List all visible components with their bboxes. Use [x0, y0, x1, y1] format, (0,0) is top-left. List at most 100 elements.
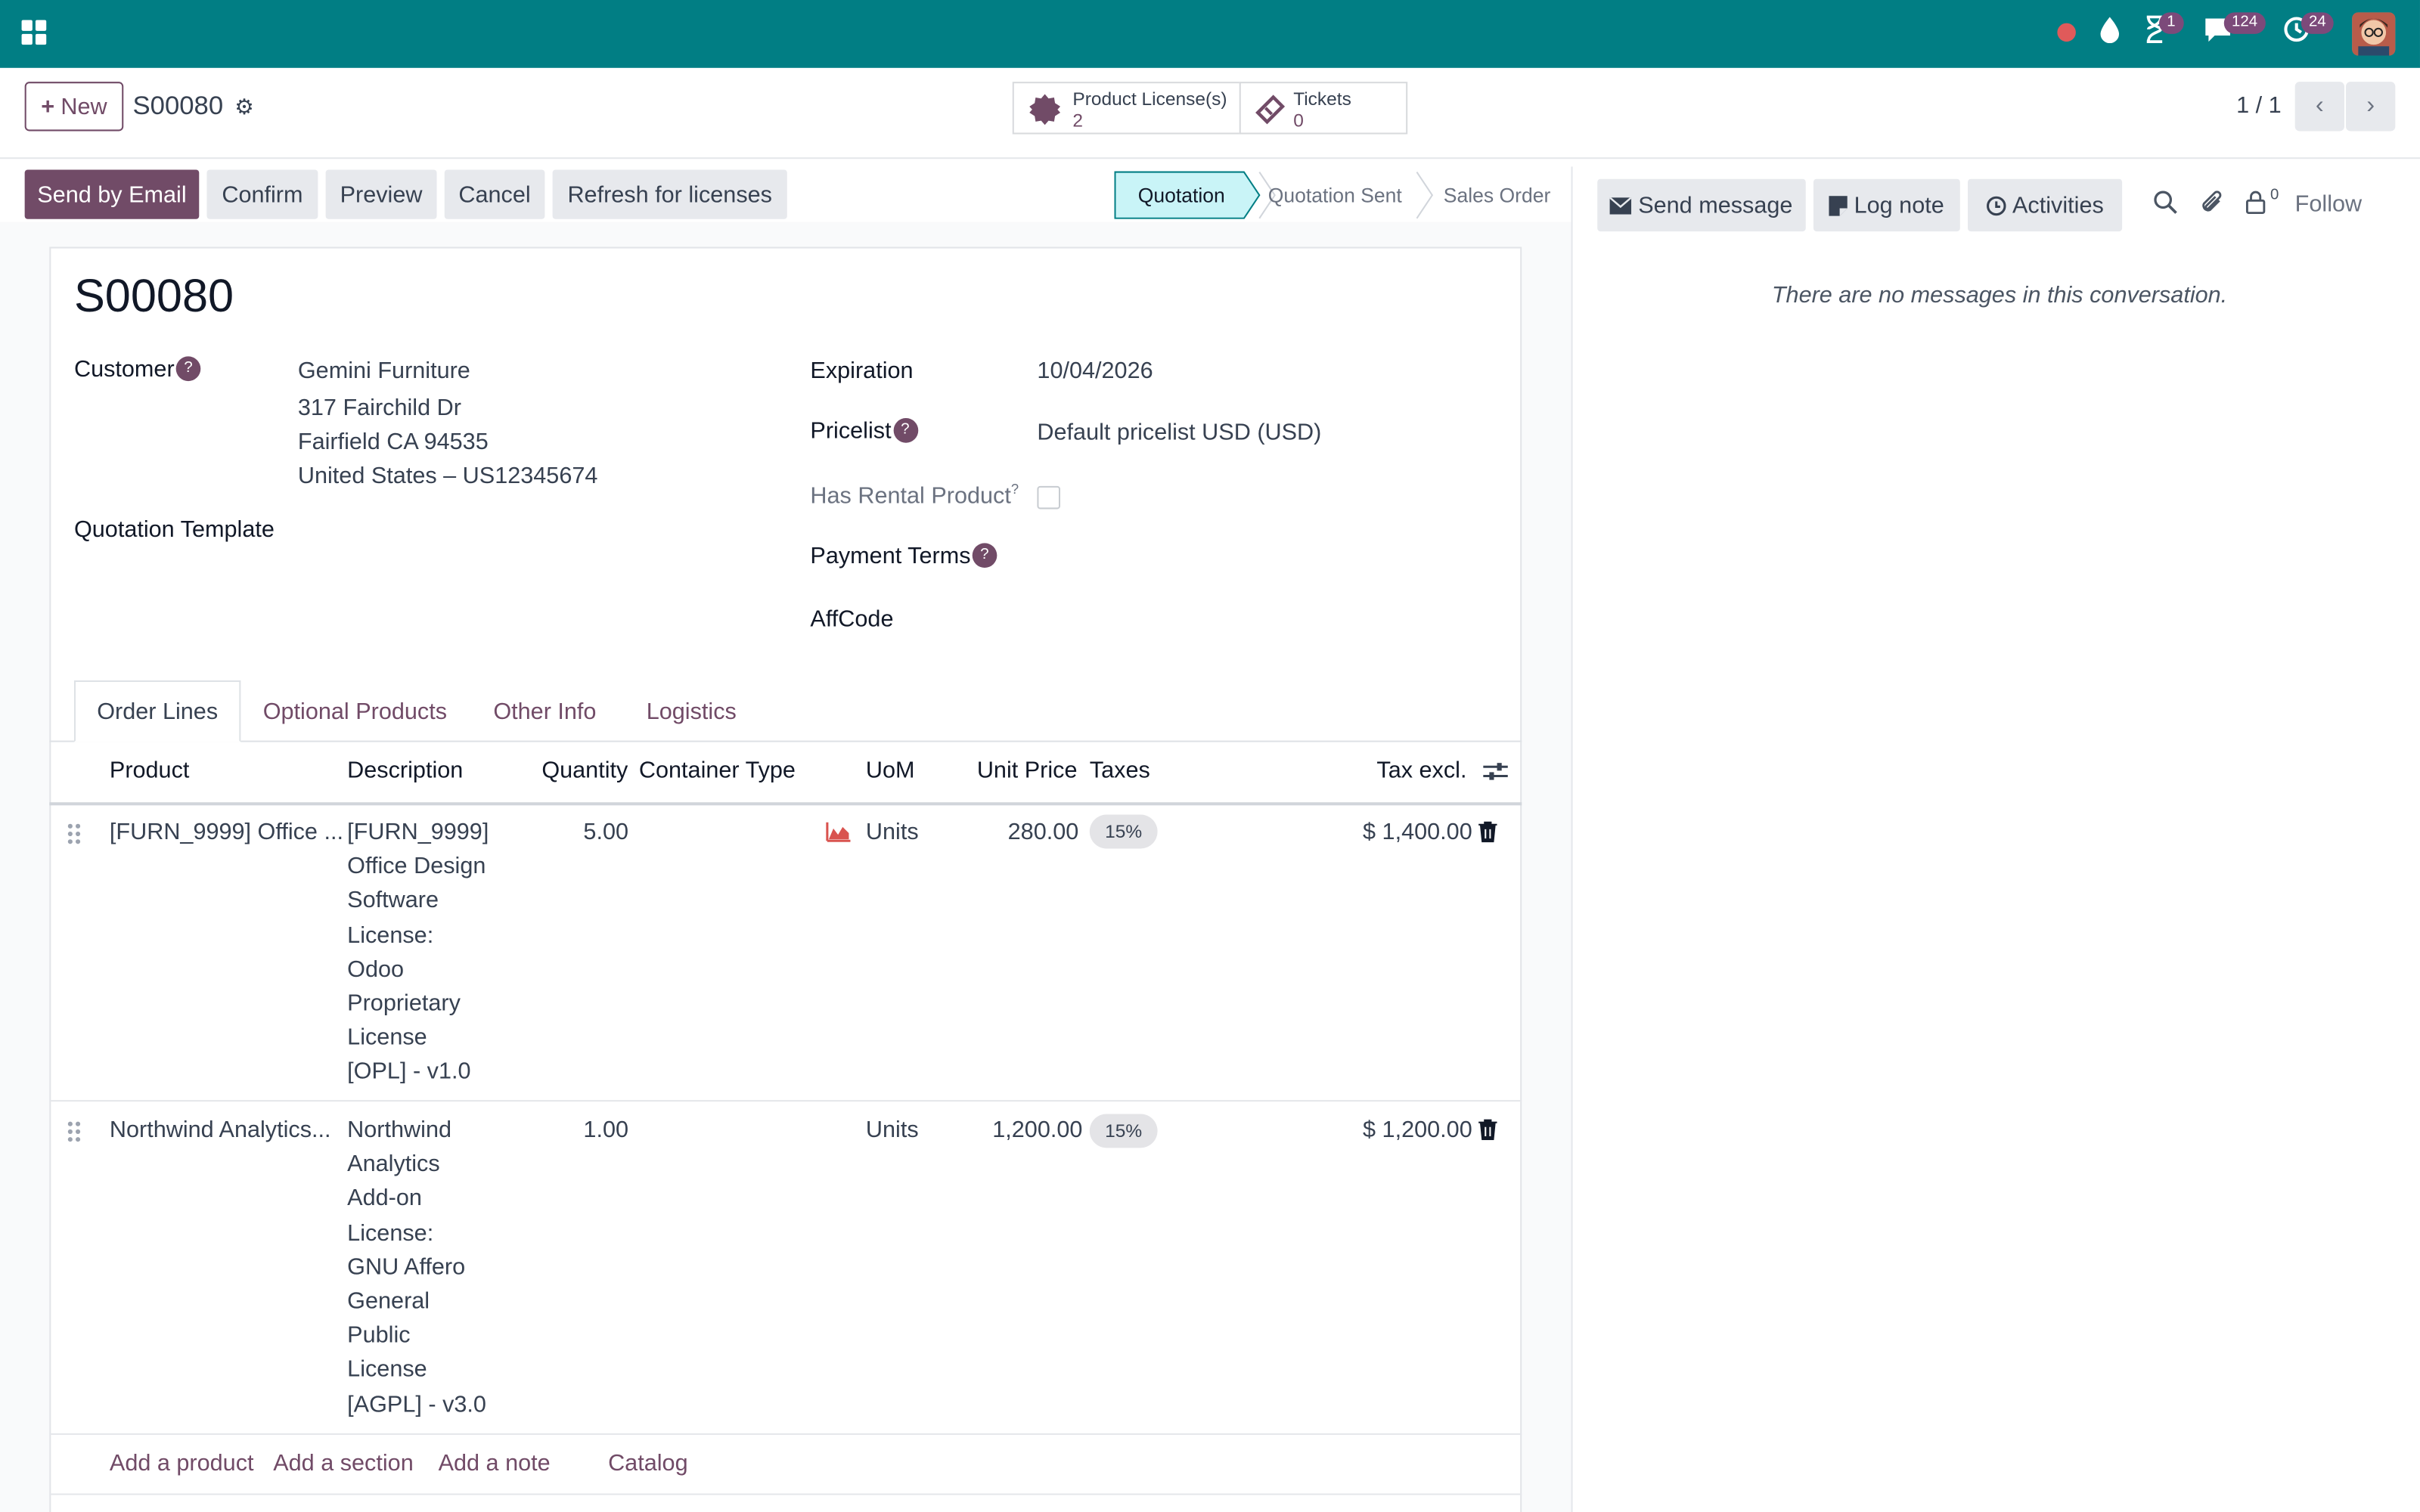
line-product[interactable]: Northwind Analytics... [109, 1117, 331, 1144]
description-line: [FURN_9999] [347, 819, 489, 846]
send-message-button[interactable]: Send message [1597, 178, 1806, 232]
drag-handle-icon[interactable] [67, 1121, 83, 1144]
gear-icon[interactable]: ⚙ [234, 94, 254, 119]
confirm-button[interactable]: Confirm [206, 169, 318, 219]
help-mark[interactable]: ? [1010, 481, 1019, 497]
description-line: Analytics [347, 1151, 440, 1178]
activities-button[interactable]: Activities [1968, 178, 2123, 232]
stage-quotation[interactable]: Quotation [1137, 182, 1225, 206]
new-button-label: New [60, 93, 107, 120]
pager-next-button[interactable]: › [2346, 82, 2396, 132]
smart-button-licenses-label: Product License(s) [1072, 88, 1227, 110]
line-subtotal: $ 1,400.00 [1363, 819, 1472, 846]
activities-label: Activities [2012, 192, 2104, 218]
paperclip-icon[interactable] [2201, 190, 2226, 222]
pricelist-field[interactable]: Default pricelist USD (USD) [1037, 420, 1322, 446]
trash-icon[interactable] [1478, 821, 1497, 847]
row-divider [49, 1493, 1522, 1495]
optional-columns-icon[interactable] [1483, 761, 1508, 787]
line-uom[interactable]: Units [865, 1117, 919, 1144]
order-title: S00080 [73, 271, 234, 323]
form-sheet [49, 246, 1522, 1512]
follow-button[interactable]: Follow [2294, 191, 2363, 218]
customer-label: Customer? [74, 356, 201, 383]
description-line: License [347, 1024, 427, 1052]
help-icon[interactable]: ? [972, 543, 997, 569]
line-description[interactable]: Northwind Analytics Add-on License: GNU … [347, 1114, 501, 1422]
has-rental-checkbox[interactable] [1037, 485, 1061, 510]
line-description[interactable]: [FURN_9999] Office Design Software Licen… [347, 816, 501, 1090]
chatter-divider [1571, 166, 1573, 1512]
pager-value[interactable]: 1 / 1 [2236, 92, 2282, 119]
drag-handle-icon[interactable] [67, 823, 83, 846]
description-line: Proprietary [347, 990, 461, 1017]
column-description[interactable]: Description [347, 758, 464, 784]
add-product-link[interactable]: Add a product [109, 1450, 254, 1477]
smart-button-tickets[interactable]: Tickets 0 [1239, 82, 1408, 135]
line-product[interactable]: [FURN_9999] Office ... [109, 819, 343, 846]
chat-icon[interactable]: 124 [2202, 12, 2266, 52]
column-uom[interactable]: UoM [865, 758, 915, 784]
control-panel-divider [0, 157, 2420, 160]
tab-optional-products[interactable]: Optional Products [262, 698, 448, 725]
tax-badge[interactable]: 15% [1089, 1114, 1158, 1148]
messages-badge: 124 [2223, 12, 2266, 34]
log-note-button[interactable]: Log note [1813, 178, 1960, 232]
description-line: Software [347, 888, 439, 914]
new-button[interactable]: + New [24, 82, 124, 132]
line-uom[interactable]: Units [865, 819, 919, 846]
drop-icon[interactable] [2099, 15, 2121, 52]
description-line: License: [347, 922, 434, 949]
customer-city: Fairfield CA 94535 [297, 429, 489, 456]
tax-badge[interactable]: 15% [1089, 814, 1158, 849]
description-line: License [347, 1356, 427, 1383]
add-section-link[interactable]: Add a section [273, 1450, 414, 1477]
activity-clock-icon[interactable]: 24 [2282, 12, 2334, 52]
hourglass-icon[interactable]: 1 [2144, 12, 2183, 52]
smart-button-tickets-label: Tickets [1293, 88, 1351, 110]
rental-label: Has Rental Product? [810, 482, 1019, 510]
stage-sales-order[interactable]: Sales Order [1443, 182, 1551, 206]
line-unit-price[interactable]: 280.00 [1007, 819, 1079, 846]
catalog-link[interactable]: Catalog [608, 1450, 688, 1477]
column-container-type[interactable]: Container Type [638, 758, 796, 784]
recording-dot-icon[interactable] [2057, 23, 2076, 42]
help-icon[interactable]: ? [175, 356, 201, 382]
customer-street: 317 Fairchild Dr [297, 395, 461, 422]
tab-order-lines[interactable]: Order Lines [73, 680, 241, 742]
line-unit-price[interactable]: 1,200.00 [992, 1117, 1083, 1144]
help-icon[interactable]: ? [892, 418, 918, 443]
lock-followers-icon[interactable] [2245, 190, 2266, 221]
column-unit-price[interactable]: Unit Price [976, 758, 1078, 784]
tab-other-info[interactable]: Other Info [493, 698, 597, 725]
add-note-link[interactable]: Add a note [438, 1450, 551, 1477]
line-quantity[interactable]: 1.00 [583, 1117, 629, 1144]
apps-menu-icon[interactable] [21, 20, 47, 45]
column-tax-excl[interactable]: Tax excl. [1376, 758, 1467, 784]
column-taxes[interactable]: Taxes [1089, 758, 1150, 784]
clock-badge: 24 [2301, 12, 2334, 34]
column-product[interactable]: Product [109, 758, 190, 784]
clock-icon [1986, 195, 2006, 215]
pricelist-label: Pricelist? [810, 418, 918, 445]
quotation-template-label: Quotation Template [73, 516, 275, 544]
cancel-button[interactable]: Cancel [444, 169, 545, 219]
customer-country: United States – US12345674 [297, 463, 598, 489]
trash-icon[interactable] [1478, 1119, 1497, 1145]
preview-button[interactable]: Preview [325, 169, 437, 219]
pager-previous-button[interactable]: ‹ [2294, 82, 2344, 132]
column-quantity[interactable]: Quantity [541, 758, 628, 784]
forecast-chart-icon[interactable] [826, 821, 852, 847]
tab-logistics[interactable]: Logistics [646, 698, 737, 725]
send-by-email-button[interactable]: Send by Email [24, 169, 200, 219]
customer-name[interactable]: Gemini Furniture [297, 358, 470, 385]
stage-quotation-sent[interactable]: Quotation Sent [1267, 182, 1402, 206]
smart-button-licenses[interactable]: Product License(s) 2 [1012, 82, 1241, 135]
line-quantity[interactable]: 5.00 [583, 819, 629, 846]
smart-button-licenses-value: 2 [1072, 109, 1084, 132]
search-icon[interactable] [2153, 190, 2178, 221]
user-avatar[interactable] [2352, 12, 2396, 56]
refresh-licenses-button[interactable]: Refresh for licenses [552, 169, 787, 219]
expiration-field[interactable]: 10/04/2026 [1037, 358, 1153, 385]
license-badge-icon [1029, 94, 1061, 129]
